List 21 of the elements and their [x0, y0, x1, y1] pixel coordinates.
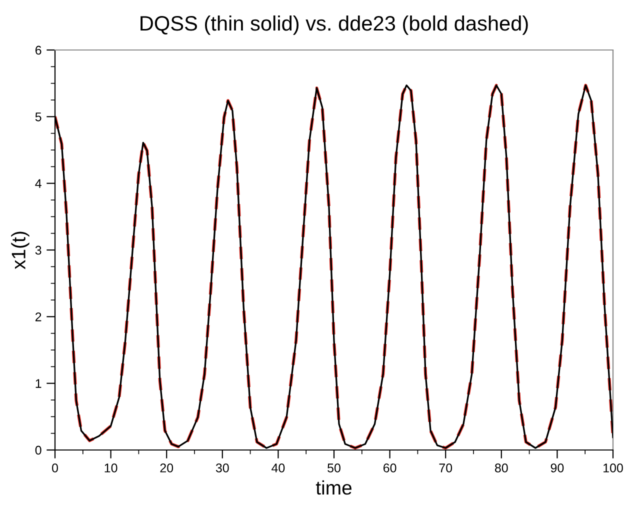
x-tick-label: 10 [104, 464, 118, 472]
x-tick-label: 20 [160, 464, 174, 472]
x-tick-label: 90 [550, 464, 564, 472]
x-tick-label: 60 [383, 464, 396, 472]
y-tick-label: 1 [36, 379, 42, 388]
y-tick-label: 6 [35, 46, 42, 55]
y-tick-label: 0 [35, 446, 42, 455]
y-tick-label: 3 [35, 246, 42, 255]
chart-title: DQSS (thin solid) vs. dde23 (bold dashed) [140, 15, 528, 35]
y-axis-title: x1(t) [11, 232, 30, 270]
y-tick-label: 4 [35, 179, 42, 188]
x-tick-label: 50 [328, 464, 340, 472]
y-tick-label: 2 [35, 312, 42, 322]
x-axis-title: time [316, 480, 352, 495]
x-tick-label: 30 [216, 464, 229, 472]
x-tick-label: 100 [604, 464, 623, 472]
x-tick-label: 40 [272, 464, 285, 472]
x-tick-label: 70 [439, 464, 452, 472]
x-tick-label: 0 [52, 464, 58, 472]
y-tick-label: 5 [35, 112, 42, 122]
x-tick-label: 80 [494, 464, 508, 472]
